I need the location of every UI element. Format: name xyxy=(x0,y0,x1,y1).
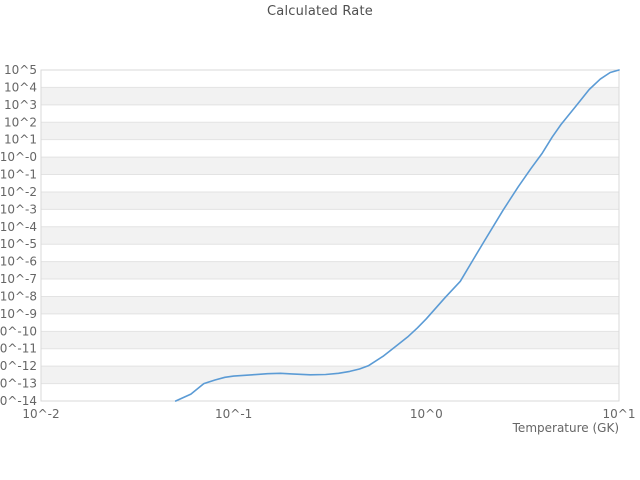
y-tick-label: 10^2 xyxy=(4,115,37,129)
y-tick-label: 10^-12 xyxy=(0,359,37,373)
decade-band xyxy=(41,244,619,262)
y-tick-label: 10^1 xyxy=(4,133,37,147)
decade-band xyxy=(41,174,619,192)
decade-band xyxy=(41,296,619,314)
y-tick-label: 10^-6 xyxy=(0,255,37,269)
decade-band xyxy=(41,261,619,280)
y-tick-label: 10^-1 xyxy=(0,168,37,182)
y-tick-label: 10^-5 xyxy=(0,237,37,251)
x-tick-label: 10^0 xyxy=(410,407,443,421)
plot-border xyxy=(40,69,620,402)
y-tick-label: 10^-14 xyxy=(0,394,37,408)
decade-band xyxy=(41,87,619,105)
y-tick-label: 10^-11 xyxy=(0,342,37,356)
decade-band xyxy=(41,313,619,332)
decade-band xyxy=(41,209,619,227)
x-tick-label: 10^1 xyxy=(603,407,636,421)
chart-title: Calculated Rate xyxy=(267,4,373,19)
y-tick-label: 10^4 xyxy=(4,80,37,94)
y-tick-label: 10^-13 xyxy=(0,377,37,391)
decade-band xyxy=(41,70,619,88)
x-axis-title: Temperature (GK) xyxy=(512,421,619,435)
decade-band xyxy=(41,226,619,245)
y-tick-label: 10^-10 xyxy=(0,324,37,338)
decade-band xyxy=(41,139,619,158)
y-tick-label: 10^-7 xyxy=(0,272,37,286)
y-tick-label: 10^-0 xyxy=(0,150,37,164)
decade-band xyxy=(41,157,619,175)
decade-band xyxy=(41,104,619,123)
y-tick-label: 10^-9 xyxy=(0,307,37,321)
rate-curve xyxy=(174,69,620,402)
y-tick-label: 10^-8 xyxy=(0,289,37,303)
decade-band xyxy=(41,122,619,140)
y-tick-label: 10^3 xyxy=(4,98,37,112)
decade-band xyxy=(41,279,619,297)
x-tick-label: 10^-2 xyxy=(22,407,59,421)
decade-band xyxy=(41,331,619,349)
decade-band xyxy=(41,383,619,401)
y-tick-label: 10^-3 xyxy=(0,202,37,216)
y-tick-label: 10^5 xyxy=(4,63,37,77)
decade-band xyxy=(41,191,619,210)
y-tick-label: 10^-2 xyxy=(0,185,37,199)
x-tick-label: 10^-1 xyxy=(215,407,252,421)
y-tick-label: 10^-4 xyxy=(0,220,37,234)
decade-band xyxy=(41,348,619,367)
